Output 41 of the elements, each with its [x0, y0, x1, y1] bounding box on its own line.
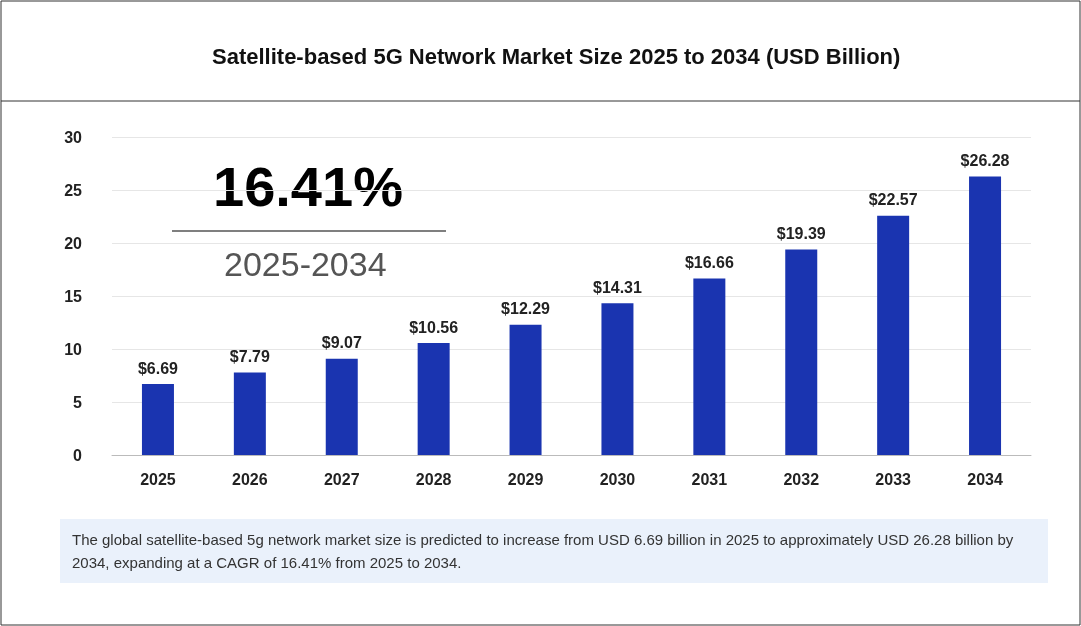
bar [601, 303, 634, 455]
y-tick-label: 10 [64, 340, 83, 358]
text: The global satellite-based 5g network market size is predicted to increase from USD 6.69 billion in 2025 to approximately USD 26.28 billion by 2034, expanding at a CAGR of 16.41% from 2025 to 2034. [72, 531, 1018, 571]
chart-title: Satellite-based 5G Network Market Size 2025 to 2034 (USD Billion) [212, 43, 901, 69]
data-label: $7.79 [229, 347, 270, 365]
bar [785, 249, 818, 455]
bar [693, 278, 726, 455]
bar [509, 324, 542, 455]
x-tick-label: 2034 [967, 470, 1003, 488]
x-tick-label: 2029 [507, 470, 544, 488]
data-label: $16.66 [684, 253, 734, 271]
bar [969, 176, 1002, 455]
bar [233, 372, 266, 455]
x-tick-label: 2027 [323, 470, 360, 488]
x-tick-label: 2032 [783, 470, 820, 488]
y-tick-label: 5 [73, 393, 83, 411]
annotation: 16.41% [213, 154, 403, 218]
data-label: $22.57 [868, 191, 918, 209]
bar [877, 215, 910, 455]
data-label: $19.39 [776, 224, 826, 242]
data-label: $12.29 [501, 300, 551, 318]
y-tick-label: 30 [64, 128, 83, 146]
bar [141, 384, 174, 455]
bar [325, 358, 358, 455]
x-tick-label: 2025 [140, 470, 176, 488]
data-label: $6.69 [137, 359, 179, 377]
data-label: $10.56 [409, 318, 459, 336]
x-tick-label: 2031 [691, 470, 728, 488]
annotation: 2025-2034 [224, 245, 387, 283]
bar [417, 343, 450, 455]
data-label: $14.31 [592, 278, 643, 296]
data-label: $26.28 [960, 151, 1010, 169]
y-tick-label: 25 [64, 181, 83, 199]
y-tick-label: 0 [73, 446, 83, 464]
data-label: $9.07 [321, 334, 362, 352]
x-tick-label: 2033 [875, 470, 912, 488]
x-tick-label: 2028 [415, 470, 452, 488]
y-tick-label: 20 [64, 234, 83, 252]
x-tick-label: 2030 [599, 470, 636, 488]
y-tick-label: 15 [64, 287, 83, 305]
x-tick-label: 2026 [232, 470, 268, 488]
